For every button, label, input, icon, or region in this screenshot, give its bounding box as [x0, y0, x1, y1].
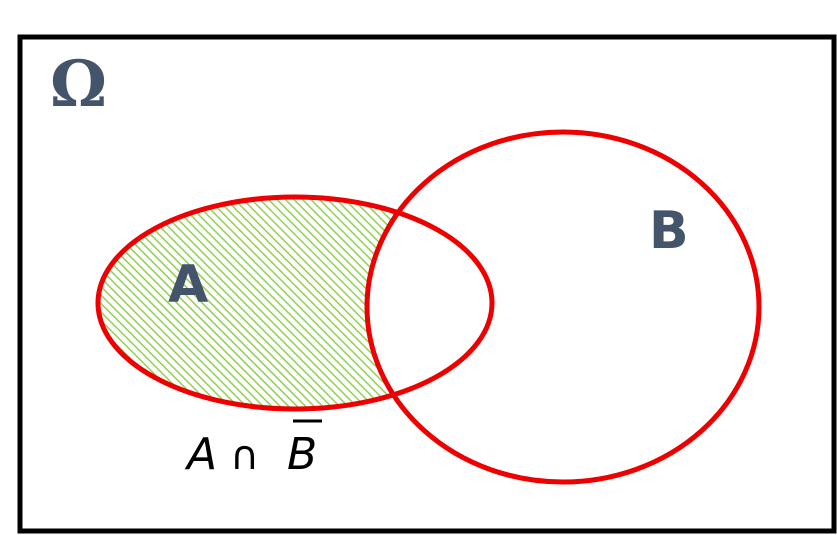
formula-right-operand: B — [287, 429, 317, 480]
formula-left-operand: A — [184, 429, 217, 480]
region-formula: A ∩ B — [184, 419, 322, 480]
set-b-label: B — [649, 201, 689, 261]
set-a-label: A — [168, 255, 208, 315]
universe-label: Ω — [50, 47, 107, 122]
formula-intersection-operator: ∩ — [230, 433, 259, 479]
set-a-outline — [95, 194, 495, 412]
set-b-outline — [364, 129, 762, 485]
